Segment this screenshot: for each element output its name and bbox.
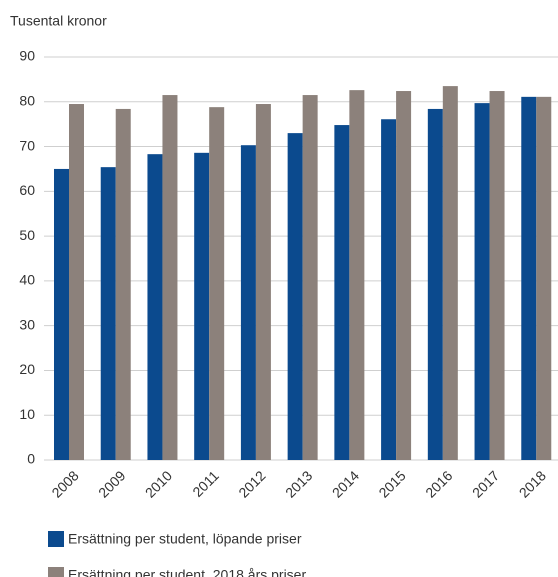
y-tick-label: 80 bbox=[19, 92, 35, 108]
bar bbox=[489, 91, 505, 460]
bar bbox=[194, 152, 210, 460]
x-tick-label: 2008 bbox=[48, 467, 81, 500]
bar bbox=[240, 145, 256, 460]
y-tick-label: 30 bbox=[19, 316, 35, 332]
bar bbox=[442, 86, 458, 460]
y-tick-label: 90 bbox=[19, 48, 35, 64]
y-tick-label: 40 bbox=[19, 272, 35, 288]
bar bbox=[54, 168, 69, 460]
bar bbox=[147, 154, 163, 460]
x-tick-label: 2018 bbox=[516, 467, 549, 500]
x-tick-label: 2011 bbox=[189, 467, 222, 500]
bar bbox=[536, 96, 552, 460]
y-tick-label: 50 bbox=[19, 227, 35, 243]
legend-swatch bbox=[48, 531, 64, 547]
bar bbox=[396, 91, 412, 460]
x-tick-label: 2017 bbox=[469, 467, 502, 500]
bar bbox=[255, 104, 271, 461]
bar bbox=[302, 95, 318, 461]
legend-swatch bbox=[48, 567, 64, 577]
x-tick-label: 2009 bbox=[95, 467, 128, 500]
bar bbox=[115, 108, 131, 460]
y-tick-label: 0 bbox=[27, 451, 35, 467]
y-tick-label: 70 bbox=[19, 137, 35, 153]
y-tick-label: 60 bbox=[19, 182, 35, 198]
bar bbox=[209, 107, 225, 460]
bar bbox=[521, 96, 537, 460]
y-tick-label: 10 bbox=[19, 406, 35, 422]
bar bbox=[162, 95, 178, 461]
x-tick-label: 2013 bbox=[282, 467, 315, 500]
x-tick-label: 2012 bbox=[235, 467, 268, 500]
legend-label: Ersättning per student, 2018 års priser bbox=[68, 567, 306, 577]
bar bbox=[334, 125, 350, 460]
bar bbox=[474, 103, 490, 461]
y-tick-label: 20 bbox=[19, 361, 35, 377]
legend-label: Ersättning per student, löpande priser bbox=[68, 531, 302, 547]
bar bbox=[349, 90, 365, 460]
x-tick-label: 2014 bbox=[329, 467, 362, 500]
bar bbox=[427, 108, 443, 460]
bar bbox=[100, 167, 116, 461]
x-tick-label: 2015 bbox=[375, 467, 408, 500]
x-tick-label: 2010 bbox=[142, 467, 175, 500]
x-tick-label: 2016 bbox=[422, 467, 455, 500]
y-axis-label: Tusental kronor bbox=[10, 13, 107, 29]
bar bbox=[381, 119, 397, 460]
bar bbox=[287, 133, 303, 460]
bar bbox=[69, 104, 84, 461]
